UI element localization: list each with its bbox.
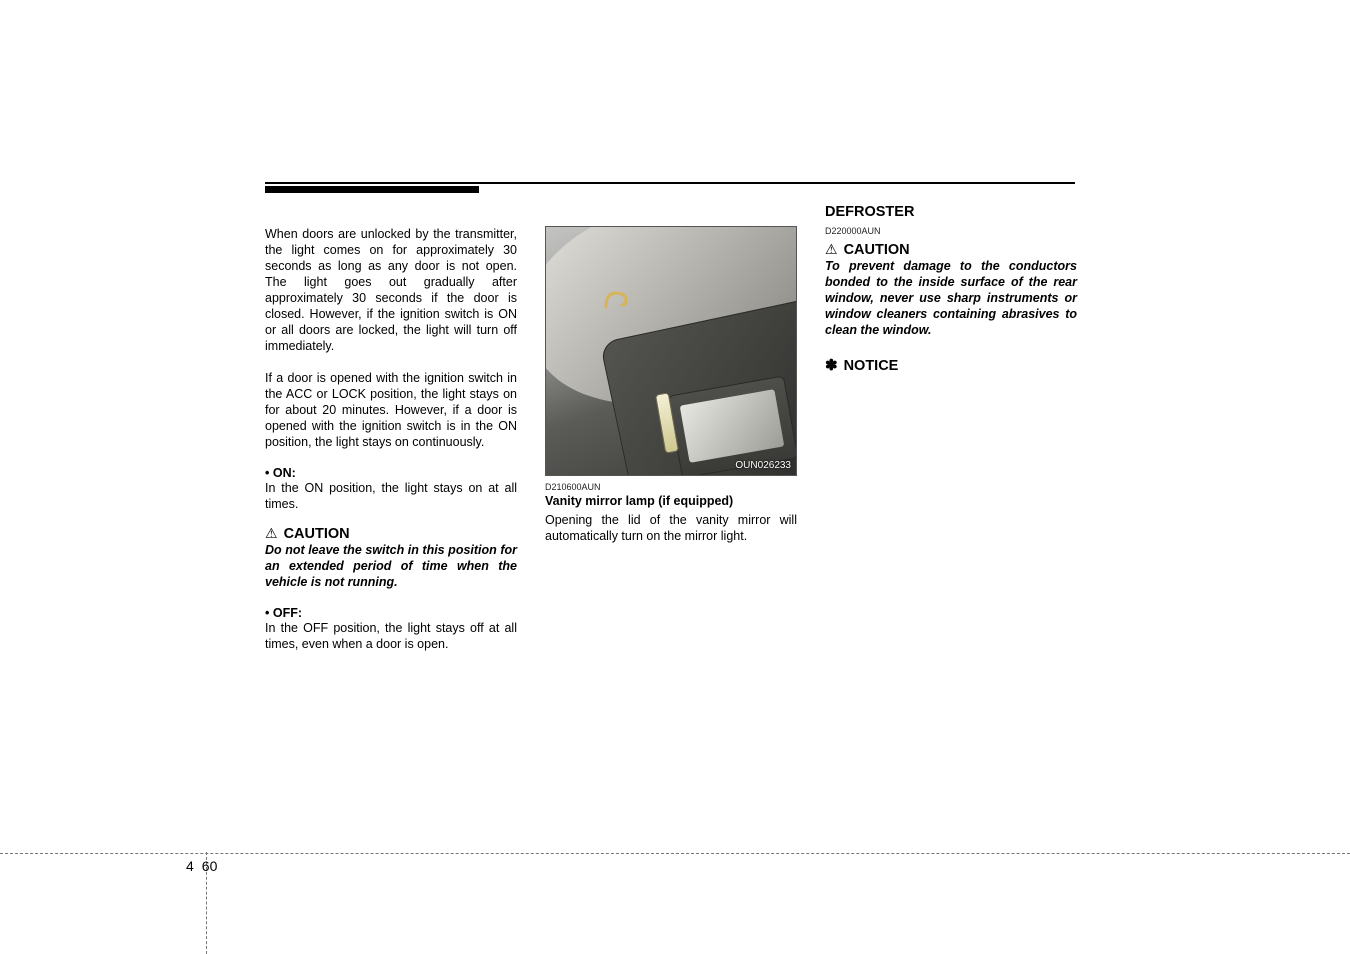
section-number: 4 (186, 858, 194, 874)
caution-label: CAUTION (844, 242, 910, 258)
content-columns: When doors are unlocked by the transmitt… (265, 226, 1075, 652)
footer-dash-horizontal (0, 853, 1350, 854)
warning-icon: ⚠ (825, 242, 838, 256)
col3-smallcode: D220000AUN (825, 226, 1077, 236)
manual-page: When doors are unlocked by the transmitt… (0, 0, 1350, 954)
notice-star-icon: ✽ (825, 356, 838, 374)
col3-caution-body: To prevent damage to the conductors bond… (825, 258, 1077, 338)
page-num: 60 (202, 858, 218, 874)
col1-off-body: In the OFF position, the light stays off… (265, 620, 517, 652)
column-2: OUN026233 D210600AUN Vanity mirror lamp … (545, 226, 797, 652)
col2-subheading: Vanity mirror lamp (if equipped) (545, 494, 797, 508)
figure-code: OUN026233 (735, 460, 791, 471)
col2-body: Opening the lid of the vanity mirror wil… (545, 512, 797, 544)
col2-smallcode: D210600AUN (545, 482, 797, 492)
page-number: 4 60 (186, 858, 217, 874)
column-1: When doors are unlocked by the transmitt… (265, 226, 517, 652)
col1-caution-body: Do not leave the switch in this position… (265, 542, 517, 590)
col1-on-head: • ON: (265, 466, 517, 480)
column-3: DEFROSTER D220000AUN ⚠ CAUTION To preven… (825, 204, 1077, 652)
defroster-header: DEFROSTER (825, 204, 1077, 220)
top-rule-thick (265, 186, 479, 193)
caution-label: CAUTION (284, 526, 350, 542)
col1-para1: When doors are unlocked by the transmitt… (265, 226, 517, 354)
vanity-mirror-figure: OUN026233 (545, 226, 797, 476)
col1-off-head: • OFF: (265, 606, 517, 620)
notice-label: NOTICE (844, 358, 899, 374)
col1-caution-heading: ⚠ CAUTION (265, 526, 517, 542)
col3-caution-heading: ⚠ CAUTION (825, 242, 1077, 258)
col3-notice-heading: ✽ NOTICE (825, 356, 1077, 374)
col1-para2: If a door is opened with the ignition sw… (265, 370, 517, 450)
top-rule-thin (265, 182, 1075, 184)
warning-icon: ⚠ (265, 526, 278, 540)
col1-on-body: In the ON position, the light stays on a… (265, 480, 517, 512)
figure-hook (604, 287, 632, 309)
